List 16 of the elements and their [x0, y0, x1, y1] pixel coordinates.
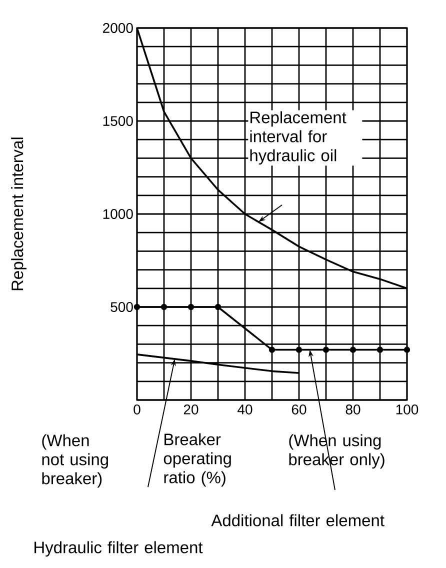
- y-tick-label: 1000: [103, 209, 133, 219]
- x-axis-title: Breaker operating ratio (%): [164, 433, 231, 487]
- x-tick-label: 40: [238, 404, 252, 414]
- text: (When not using breaker): [42, 434, 108, 488]
- annotation: Replacement interval for hydraulic oil: [250, 111, 346, 165]
- x-tick-label: 100: [396, 404, 418, 414]
- text: Additional filter element: [211, 514, 384, 526]
- y-tick-label: 500: [110, 302, 133, 312]
- text: Hydraulic filter element: [34, 541, 203, 557]
- y-tick-label: 1500: [103, 116, 133, 126]
- x-tick-label: 80: [346, 404, 360, 414]
- x-tick-label: 0: [134, 404, 140, 414]
- y-axis-title: Replacement interval: [11, 138, 26, 290]
- x-tick-label: 60: [292, 404, 306, 414]
- y-tick-label: 2000: [103, 23, 133, 33]
- x-tick-label: 20: [184, 404, 198, 414]
